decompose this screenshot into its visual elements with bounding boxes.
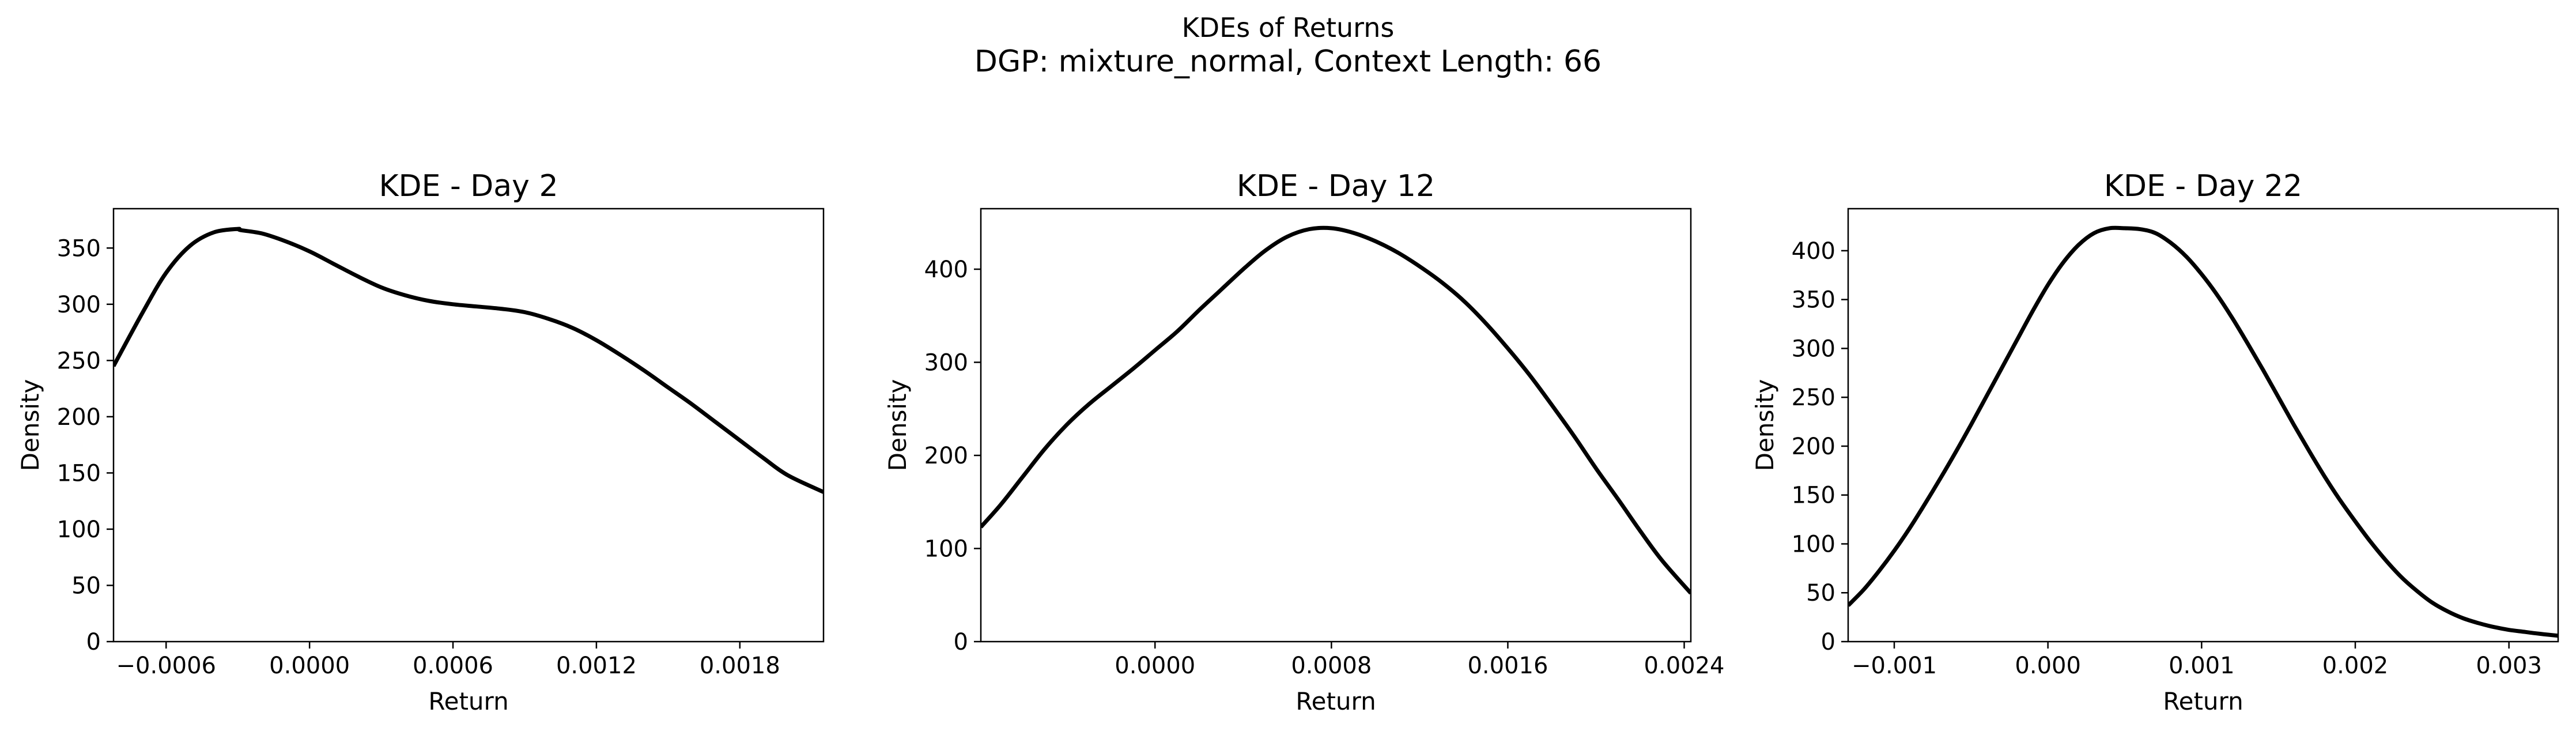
plot-frame [112, 208, 825, 643]
y-tick-label: 150 [57, 460, 101, 487]
x-tick-label: 0.0012 [556, 653, 637, 679]
y-tick-label: 0 [86, 629, 101, 655]
y-tick-label: 350 [57, 235, 101, 262]
x-axis-label: Return [2163, 687, 2243, 715]
kde-panel-2: KDE - Day 12 0.0000 0.0008 0.0016 0.0024 0 100… [883, 169, 1725, 715]
panel-title: KDE - Day 22 [2104, 169, 2302, 203]
y-tick-label: 250 [1792, 385, 1835, 411]
kde-panel-1: KDE - Day 2 −0.0006 0.0000 0.0006 0.0012 0.00… [16, 169, 825, 715]
y-tick-label: 100 [924, 536, 968, 562]
y-tick-label: 300 [924, 349, 968, 376]
x-tick-label: 0.000 [2015, 653, 2081, 679]
x-tick-label: −0.0006 [116, 653, 216, 679]
x-tick-label: 0.003 [2476, 653, 2542, 679]
kde-curve [1848, 225, 2558, 638]
kde-curve [114, 227, 824, 494]
y-tick-label: 100 [57, 517, 101, 543]
y-tick-label: 350 [1792, 287, 1835, 314]
x-tick-label: 0.0006 [413, 653, 493, 679]
y-tick-label: 300 [57, 292, 101, 318]
x-tick-label: 0.0000 [269, 653, 350, 679]
x-tick-label: 0.002 [2322, 653, 2389, 679]
y-tick-label: 300 [1792, 336, 1835, 362]
y-tick-label: 150 [1792, 483, 1835, 509]
y-axis-label: Density [16, 379, 44, 472]
y-tick-label: 100 [1792, 531, 1835, 557]
y-tick-label: 400 [924, 257, 968, 283]
panel-title: KDE - Day 12 [1237, 169, 1435, 203]
figure-title: KDEs of Returns [1182, 12, 1395, 43]
y-tick-label: 50 [71, 572, 101, 599]
plot-frame [1847, 208, 2559, 643]
kde-panels: KDE - Day 2−0.0006 0.0000 0.0006 0.0012 0.00… [16, 169, 2559, 715]
x-tick-label: 0.0018 [700, 653, 780, 679]
panel-title: KDE - Day 2 [379, 169, 558, 203]
y-tick-label: 400 [1792, 238, 1835, 265]
figure-subtitle: DGP: mixture_normal, Context Length: 66 [975, 44, 1601, 79]
x-axis-label: Return [1295, 687, 1376, 715]
y-tick-label: 200 [57, 404, 101, 431]
x-axis-label: Return [428, 687, 508, 715]
x-tick-label: 0.0016 [1467, 653, 1548, 679]
kde-panel-3: KDE - Day 22 −0.001 0.000 0.001 0.002 0.003 0 5… [1751, 169, 2559, 715]
x-tick-label: −0.001 [1852, 653, 1937, 679]
y-tick-label: 250 [57, 348, 101, 374]
y-tick-label: 50 [1806, 580, 1835, 606]
kde-curve [981, 225, 1691, 595]
x-tick-label: 0.001 [2169, 653, 2235, 679]
x-tick-label: 0.0008 [1291, 653, 1372, 679]
y-axis-label: Density [1751, 379, 1779, 472]
plot-frame [980, 208, 1692, 643]
y-axis-label: Density [883, 379, 912, 472]
x-tick-label: 0.0000 [1115, 653, 1195, 679]
x-tick-label: 0.0024 [1644, 653, 1725, 679]
y-tick-label: 0 [1821, 629, 1835, 655]
y-tick-label: 200 [1792, 434, 1835, 460]
y-tick-label: 0 [954, 629, 968, 655]
y-tick-label: 200 [924, 443, 968, 469]
